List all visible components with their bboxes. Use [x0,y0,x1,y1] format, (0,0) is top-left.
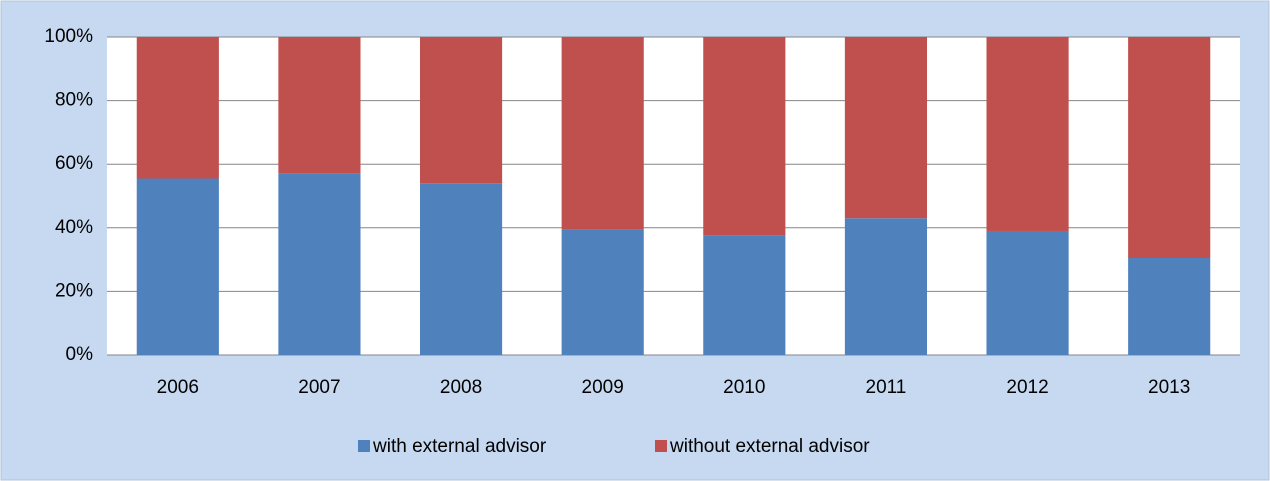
bar-segment [419,37,503,184]
legend-swatch [358,440,370,452]
y-tick-label: 100% [44,26,93,47]
bar-segment [986,37,1069,231]
x-tick-label: 2013 [1148,377,1190,398]
bar-segment [703,37,786,236]
bar-segment [278,173,361,355]
x-tick-label: 2012 [1006,377,1048,398]
y-tick-label: 80% [55,90,93,111]
x-tick-label: 2006 [157,377,199,398]
y-tick-label: 40% [55,217,93,238]
bar-segment [1128,258,1211,355]
bar-segment [844,218,928,355]
y-tick-label: 20% [55,280,93,301]
x-tick-label: 2007 [298,377,340,398]
bar-segment [419,183,503,355]
x-tick-label: 2008 [440,377,482,398]
y-tick-label: 60% [55,153,93,174]
bar-segment [561,37,644,230]
legend-swatch [655,440,667,452]
bar-segment [136,37,219,179]
bar-segment [703,235,786,355]
bar-segment [136,178,219,355]
bar-segment [561,229,644,355]
x-tick-label: 2009 [582,377,624,398]
bar-segment [1128,37,1211,259]
legend-label: without external advisor [669,436,870,457]
y-tick-label: 0% [66,344,94,365]
plot-area [107,37,1240,355]
legend-label: with external advisor [372,436,547,457]
x-tick-label: 2010 [723,377,765,398]
bar-segment [278,37,361,174]
x-tick-label: 2011 [866,377,907,398]
bar-segment [986,230,1069,355]
bar-segment [844,37,928,219]
